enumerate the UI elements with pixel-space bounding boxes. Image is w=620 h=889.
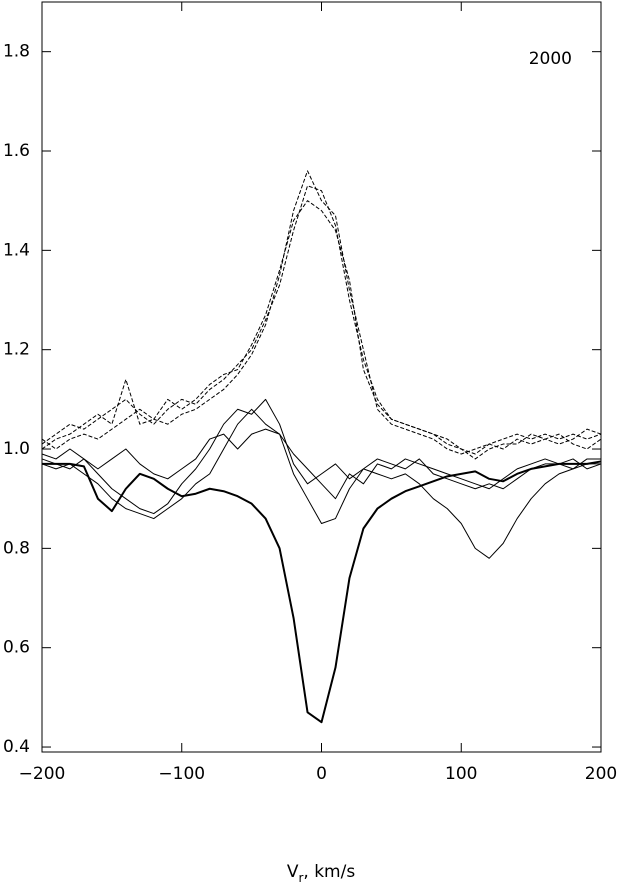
y-tick-label: 1.0: [3, 439, 30, 459]
y-tick-label: 1.8: [3, 42, 30, 62]
y-tick-label: 0.6: [3, 638, 30, 658]
y-tick-label: 1.6: [3, 141, 30, 161]
x-tick-label: −100: [158, 764, 205, 784]
x-tick-label: 0: [316, 764, 327, 784]
spectrum-line: [41, 408, 601, 559]
x-tick-label: 200: [585, 764, 617, 784]
spectrum-line: [41, 398, 601, 515]
x-axis-label: Vr, km/s: [287, 862, 356, 885]
x-tick-label: 100: [445, 764, 477, 784]
annotation: 2000: [529, 49, 572, 69]
y-tick-label: 1.4: [3, 240, 30, 260]
spectrum-line: [41, 170, 602, 455]
spectrum-line: [41, 200, 602, 460]
y-tick-label: 1.2: [3, 340, 30, 360]
x-label-rest: , km/s: [303, 862, 355, 882]
y-tick-label: 0.4: [3, 737, 30, 757]
spectrum-line: [41, 185, 602, 455]
y-tick-label: 0.8: [3, 538, 30, 558]
spectrum-line: [42, 460, 602, 724]
x-label-sub: r: [298, 871, 303, 885]
spectrum-line: [41, 428, 602, 500]
x-label-main: V: [287, 862, 299, 882]
plot-frame: [41, 1, 602, 753]
x-tick-label: −200: [19, 764, 66, 784]
